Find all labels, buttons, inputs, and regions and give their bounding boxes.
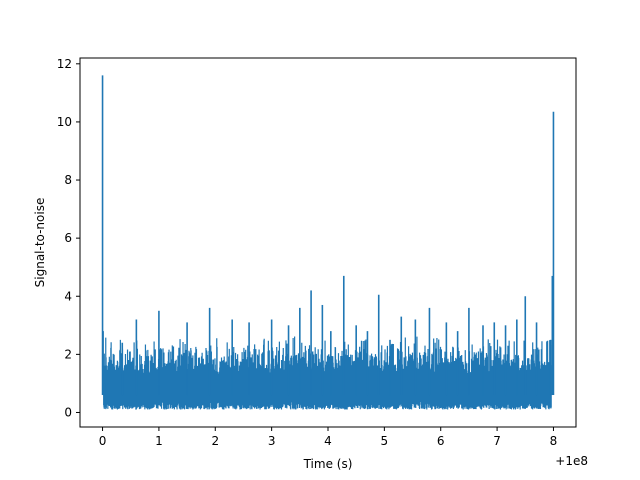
x-tick-label: 4	[324, 434, 332, 448]
x-axis-label: Time (s)	[303, 457, 353, 471]
x-tick-label: 5	[381, 434, 389, 448]
y-axis: 0 2 4 6 8 10 12	[57, 57, 80, 419]
x-tick-label: 7	[493, 434, 501, 448]
y-tick-label: 12	[57, 57, 72, 71]
x-tick-label: 2	[211, 434, 219, 448]
y-tick-label: 10	[57, 115, 72, 129]
x-axis: 0 1 2 3 4 5 6 7 8	[99, 427, 558, 448]
y-tick-label: 2	[64, 347, 72, 361]
y-tick-label: 0	[64, 405, 72, 419]
x-tick-label: 3	[268, 434, 276, 448]
x-tick-label: 6	[437, 434, 445, 448]
noise-band-path	[103, 336, 552, 410]
y-axis-label: Signal-to-noise	[33, 198, 47, 288]
y-tick-label: 8	[64, 173, 72, 187]
y-tick-label: 4	[64, 289, 72, 303]
y-tick-label: 6	[64, 231, 72, 245]
x-tick-label: 8	[550, 434, 558, 448]
x-axis-offset-label: +1e8	[555, 454, 588, 468]
series-layer	[101, 75, 555, 396]
noise-band	[103, 336, 552, 410]
x-tick-label: 0	[99, 434, 107, 448]
x-tick-label: 1	[155, 434, 163, 448]
